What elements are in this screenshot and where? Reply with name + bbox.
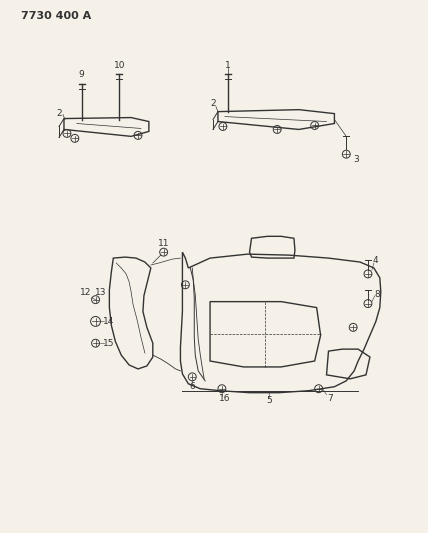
Text: 15: 15 [103,338,114,348]
Text: 2: 2 [210,99,216,108]
Text: 6: 6 [190,382,195,391]
Text: 14: 14 [103,317,114,326]
Text: 8: 8 [374,290,380,299]
Text: 12: 12 [80,288,91,297]
Text: 11: 11 [158,239,169,248]
Text: 1: 1 [225,61,231,70]
Text: 3: 3 [353,155,359,164]
Text: 5: 5 [266,396,272,405]
Text: 9: 9 [79,69,85,78]
Text: 2: 2 [56,109,62,118]
Text: 10: 10 [113,61,125,70]
Text: 13: 13 [95,288,106,297]
Text: 7: 7 [327,394,333,403]
Text: 16: 16 [219,394,231,403]
Text: 7730 400 A: 7730 400 A [21,11,91,21]
Text: 4: 4 [373,255,379,264]
